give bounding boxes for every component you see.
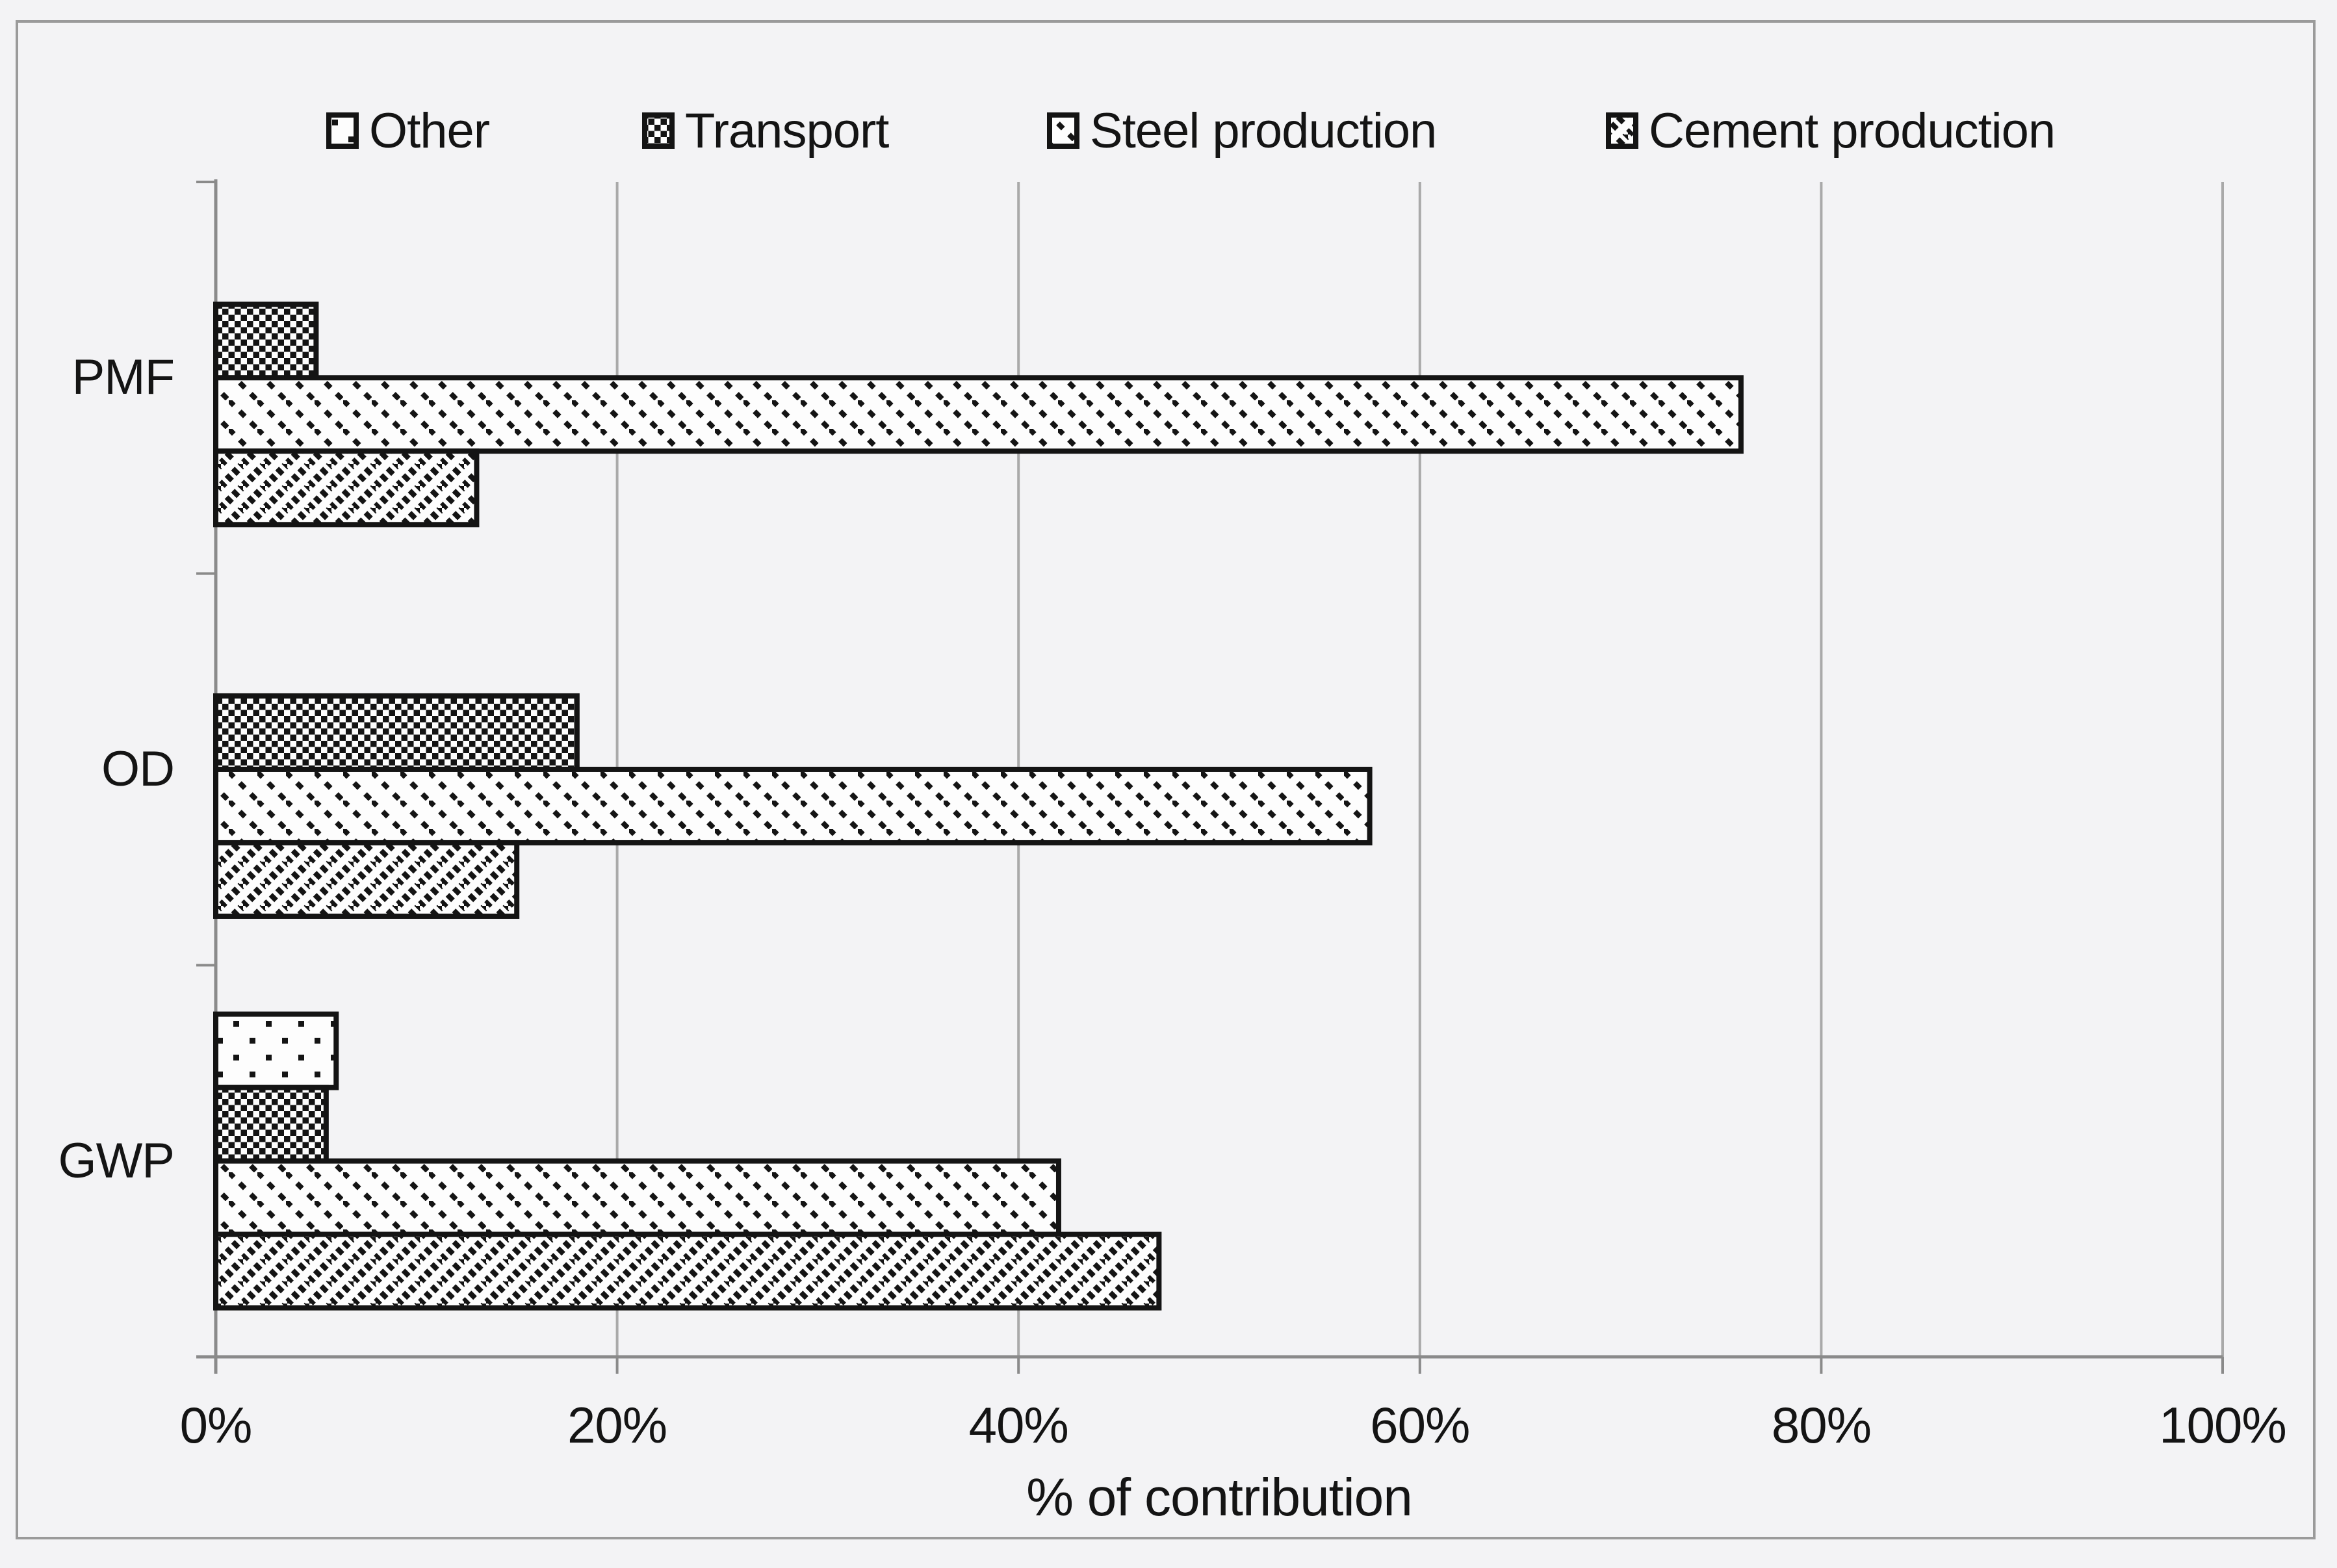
legend-label-cement-production: Cement production	[1649, 103, 2056, 159]
bar-od-cement-production	[213, 840, 520, 919]
legend-item-cement-production: Cement production	[1606, 94, 2056, 167]
bar-pmf-steel-production	[213, 375, 1744, 454]
legend-label-steel-production: Steel production	[1090, 103, 1437, 159]
legend-marker-dashed-diagonal-up-icon	[1606, 112, 1638, 149]
bar-gwp-other	[213, 1011, 339, 1090]
chart-frame	[16, 20, 2316, 1539]
bar-od-transport	[213, 693, 580, 772]
legend-marker-sparse-dots-icon	[326, 112, 359, 149]
legend-item-transport: Transport	[642, 94, 889, 167]
bar-gwp-transport	[213, 1085, 329, 1164]
legend-item-steel-production: Steel production	[1047, 94, 1437, 167]
x-tick-label-0-: 0%	[179, 1396, 253, 1454]
category-label-pmf: PMF	[71, 350, 175, 405]
category-label-od: OD	[101, 741, 175, 797]
legend-item-other: Other	[326, 94, 490, 167]
bar-pmf-transport	[213, 302, 319, 381]
legend-marker-dense-checkerboard-icon	[642, 112, 675, 149]
x-tick-label-100-: 100%	[2159, 1396, 2287, 1454]
x-tick-label-20-: 20%	[567, 1396, 667, 1454]
legend-label-other: Other	[369, 103, 490, 159]
bar-od-steel-production	[213, 766, 1373, 845]
x-tick-label-60-: 60%	[1370, 1396, 1470, 1454]
bar-pmf-cement-production	[213, 448, 480, 528]
bar-gwp-steel-production	[213, 1158, 1061, 1237]
x-axis-title: % of contribution	[1026, 1468, 1413, 1527]
x-tick-label-80-: 80%	[1771, 1396, 1872, 1454]
category-label-gwp: GWP	[58, 1133, 175, 1189]
legend-marker-dashed-diagonal-down-icon	[1047, 112, 1079, 149]
x-tick-label-40-: 40%	[968, 1396, 1069, 1454]
legend-label-transport: Transport	[685, 103, 889, 159]
bar-gwp-cement-production	[213, 1231, 1162, 1311]
bars	[213, 302, 1744, 1311]
